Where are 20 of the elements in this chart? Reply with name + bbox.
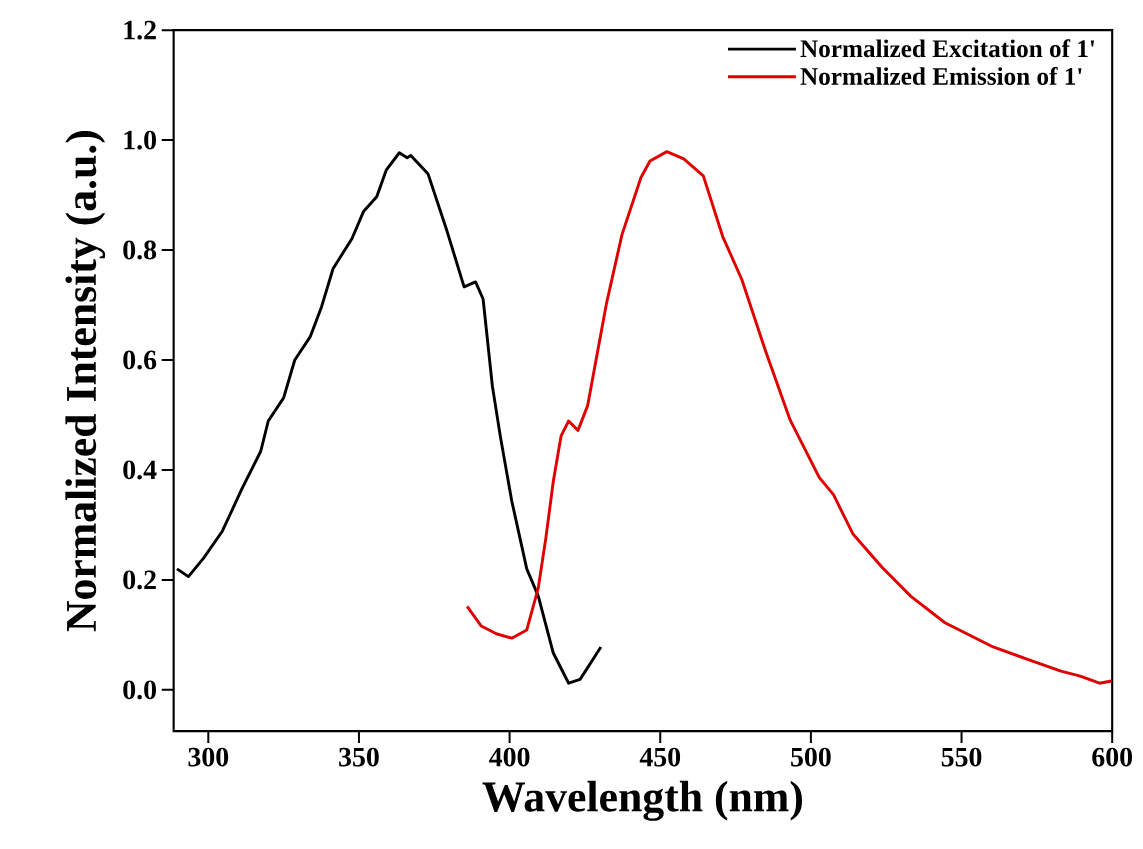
x-tick-label: 500 — [791, 747, 831, 767]
x-tick-label: 300 — [188, 747, 229, 767]
y-tick-label: 0.6 — [123, 350, 157, 370]
y-tick-label: 0.8 — [123, 240, 157, 260]
y-axis-title: Normalized Intensity (a.u.) — [65, 131, 106, 632]
x-tick-label: 550 — [941, 747, 982, 767]
y-tick-label: 1.2 — [124, 20, 156, 40]
y-tick-label: 1.0 — [124, 130, 156, 150]
x-tick-label: 350 — [339, 747, 379, 767]
y-tick-label: 0.0 — [123, 680, 156, 700]
x-tick-label: 450 — [639, 747, 681, 767]
x-axis-title: Wavelength (nm) — [482, 780, 802, 821]
line-series — [175, 151, 603, 685]
y-tick-label: 0.4 — [123, 460, 157, 480]
y-tick-label: 0.2 — [123, 570, 156, 590]
legend-label: Normalized Excitation of 1' — [800, 39, 1094, 58]
x-tick-label: 400 — [489, 747, 530, 767]
line-series — [465, 150, 1113, 685]
x-tick-label: 600 — [1092, 747, 1133, 767]
legend-label: Normalized Emission of 1' — [800, 66, 1082, 85]
